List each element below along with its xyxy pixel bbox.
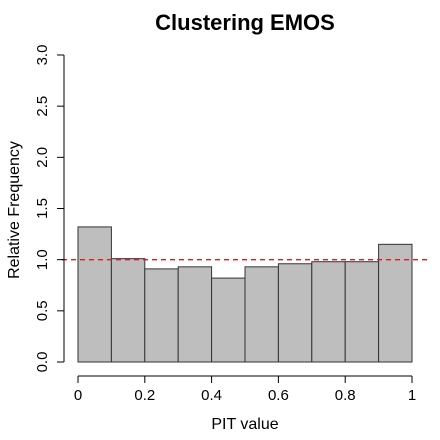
- x-tick-label-2: 0.4: [201, 387, 222, 404]
- y-tick-label-1: 0.5: [34, 300, 51, 321]
- y-axis-label: Relative Frequency: [6, 141, 23, 279]
- histogram-bar-1: [110, 258, 146, 363]
- y-tick-label-6: 3.0: [34, 45, 51, 66]
- x-tick-label-0: 0: [74, 387, 82, 404]
- histogram-bar-3: [177, 266, 213, 363]
- histogram-bar-4: [211, 277, 246, 363]
- x-axis-label: PIT value: [211, 416, 278, 433]
- histogram-bar-0: [77, 226, 112, 363]
- y-axis: 0.0 0.5 1.0 1.5 2.0 2.5 3.0: [34, 45, 65, 373]
- y-tick-label-5: 2.5: [34, 96, 51, 117]
- y-tick-label-4: 2.0: [34, 147, 51, 168]
- histogram-bar-2: [144, 268, 179, 363]
- x-tick-label-1: 0.2: [134, 387, 155, 404]
- histogram-bar-8: [344, 261, 380, 363]
- bars-group: [77, 226, 413, 363]
- histogram-bar-7: [311, 261, 346, 363]
- x-tick-label-4: 0.8: [335, 387, 356, 404]
- x-axis: 0 0.2 0.4 0.6 0.8 1: [74, 375, 416, 404]
- histogram-bar-5: [244, 266, 279, 363]
- chart-title: Clustering EMOS: [155, 10, 335, 35]
- x-tick-label-3: 0.6: [268, 387, 289, 404]
- y-tick-label-0: 0.0: [34, 352, 51, 373]
- histogram-bar-6: [277, 263, 313, 363]
- histogram-bar-9: [378, 243, 413, 363]
- x-tick-label-5: 1: [408, 387, 416, 404]
- y-tick-label-2: 1.0: [34, 249, 51, 270]
- y-tick-label-3: 1.5: [34, 198, 51, 219]
